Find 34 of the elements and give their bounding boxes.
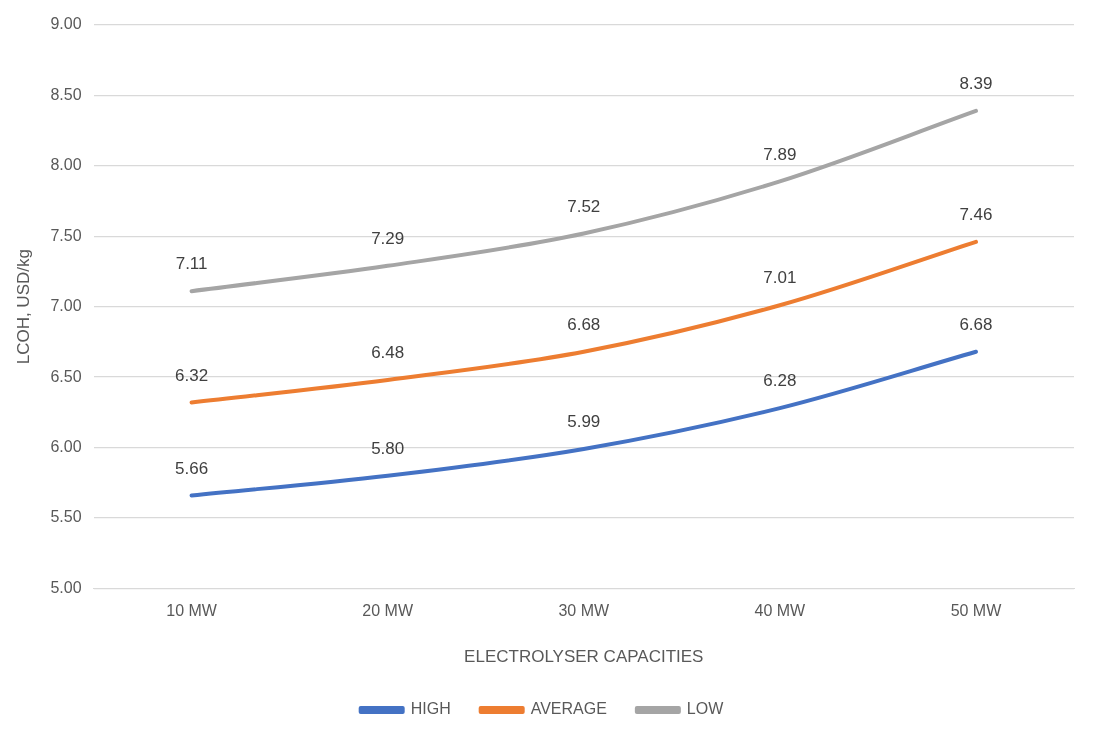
data-label: 6.68: [959, 314, 993, 334]
data-label: 7.01: [763, 268, 797, 288]
y-tick-label: 5.00: [50, 578, 82, 596]
data-label: 5.80: [371, 438, 405, 458]
y-tick-label: 7.00: [50, 297, 82, 315]
x-tick-label: 10 MW: [166, 602, 218, 620]
y-axis-title: LCOH, USD/kg: [13, 249, 33, 365]
x-axis-title: ELECTROLYSER CAPACITIES: [464, 647, 704, 667]
y-tick-label: 8.00: [50, 156, 82, 174]
data-label: 5.99: [567, 412, 601, 432]
data-label: 6.48: [371, 343, 405, 363]
y-tick-label: 6.00: [50, 437, 82, 455]
y-tick-label: 8.50: [50, 85, 82, 103]
data-label: 7.11: [175, 254, 208, 274]
legend-label: AVERAGE: [530, 700, 607, 718]
legend-label: LOW: [686, 700, 725, 718]
y-tick-label: 7.50: [50, 226, 82, 244]
data-label: 7.29: [371, 229, 405, 249]
data-label: 7.89: [763, 144, 797, 164]
y-tick-label: 6.50: [50, 367, 82, 385]
data-label: 6.28: [763, 371, 797, 391]
data-label: 7.52: [567, 196, 601, 216]
data-label: 6.68: [567, 314, 601, 334]
x-tick-label: 20 MW: [362, 602, 414, 620]
x-tick-label: 50 MW: [950, 602, 1003, 620]
legend-label: HIGH: [410, 700, 451, 718]
y-tick-label: 5.50: [50, 508, 82, 526]
data-label: 5.66: [175, 458, 209, 478]
data-label: 8.39: [959, 74, 993, 94]
x-tick-label: 40 MW: [754, 602, 807, 620]
x-tick-label: 30 MW: [558, 602, 610, 620]
data-label: 6.32: [175, 365, 209, 385]
y-tick-label: 9.00: [50, 15, 82, 33]
data-label: 7.46: [959, 205, 993, 225]
